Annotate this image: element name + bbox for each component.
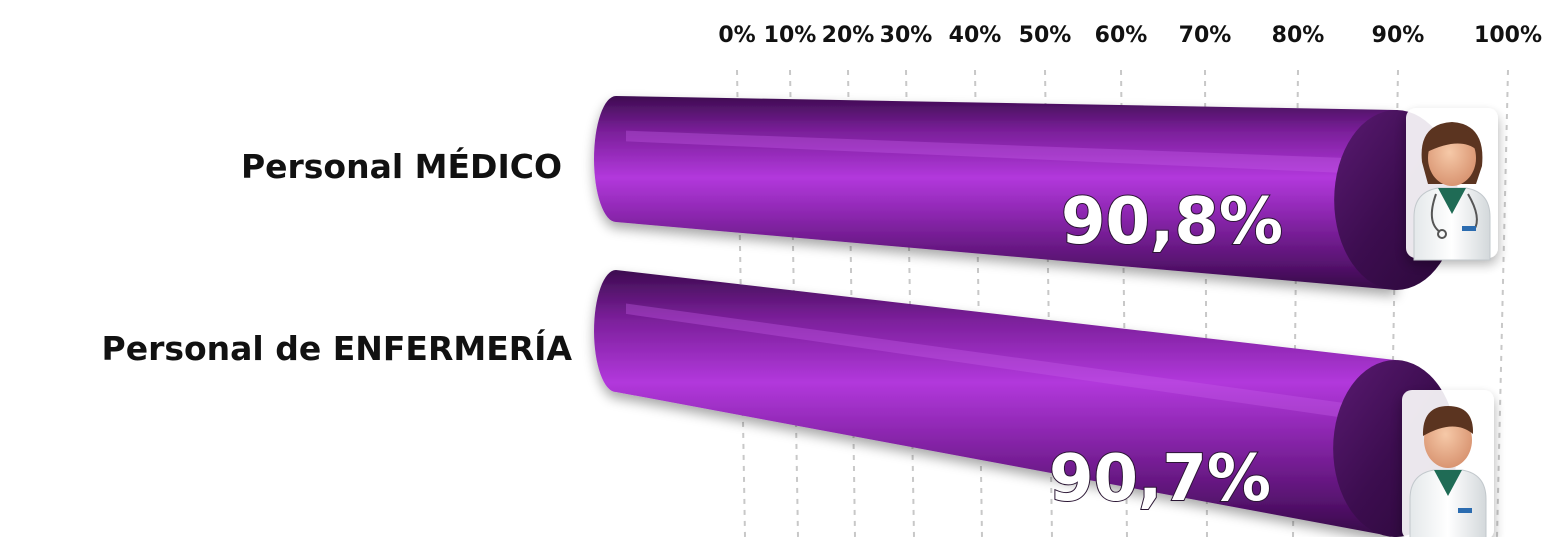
value-label: 90,8%: [1061, 185, 1283, 259]
x-tick-label: 90%: [1372, 23, 1425, 48]
bar-highlight: [626, 303, 1386, 424]
x-tick-labels: 0% 10% 20% 30% 40% 50% 60% 70% 80% 90% 100%: [718, 23, 1542, 48]
x-tick-label: 30%: [880, 23, 933, 48]
bar-body: [594, 270, 1396, 537]
icons: [1402, 108, 1498, 537]
x-tick-label: 0%: [718, 23, 755, 48]
bar: [594, 96, 1459, 290]
x-tick-label: 50%: [1019, 23, 1072, 48]
bars: 90,8% 90,7%: [594, 96, 1459, 537]
bar: [594, 270, 1458, 537]
x-tick-label: 60%: [1095, 23, 1148, 48]
grid-line: [1496, 69, 1509, 537]
x-tick-label: 100%: [1474, 23, 1542, 48]
x-tick-label: 70%: [1179, 23, 1232, 48]
bar-body: [594, 96, 1397, 290]
category-label: Personal MÉDICO: [241, 146, 562, 186]
category-labels: Personal MÉDICO Personal de ENFERMERÍA: [102, 146, 573, 368]
x-tick-label: 20%: [822, 23, 875, 48]
x-tick-label: 80%: [1272, 23, 1325, 48]
x-tick-label: 40%: [949, 23, 1002, 48]
doctor-icon: [1406, 108, 1498, 261]
x-tick-label: 10%: [764, 23, 817, 48]
value-label: 90,7%: [1049, 442, 1271, 516]
nurse-icon: [1402, 390, 1494, 537]
bar-highlight: [626, 130, 1387, 175]
category-label: Personal de ENFERMERÍA: [102, 328, 573, 368]
